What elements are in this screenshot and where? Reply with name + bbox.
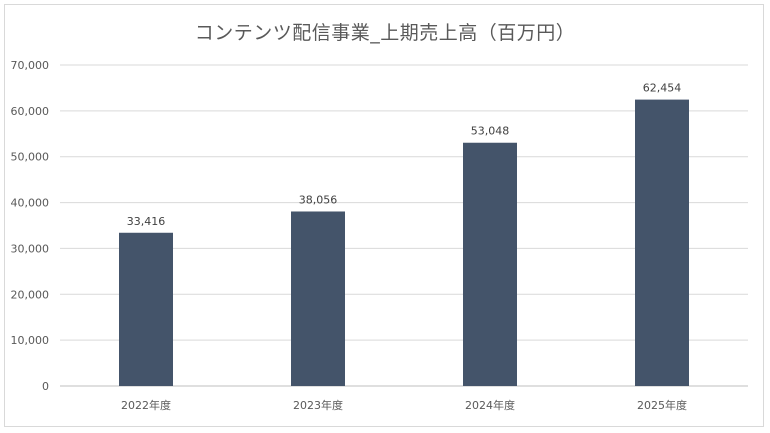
y-tick-label: 70,000	[11, 59, 50, 72]
data-label: 33,416	[127, 215, 166, 228]
bar	[291, 211, 345, 386]
y-tick-label: 10,000	[11, 334, 50, 347]
bar	[119, 232, 173, 386]
y-tick-label: 20,000	[11, 288, 50, 301]
y-tick-label: 30,000	[11, 242, 50, 255]
x-tick-label: 2022年度	[121, 398, 171, 412]
y-tick-label: 0	[42, 380, 49, 393]
data-label: 53,048	[471, 125, 510, 138]
x-tick-label: 2023年度	[293, 398, 343, 412]
bar	[463, 142, 517, 386]
x-tick-label: 2025年度	[637, 398, 687, 412]
y-tick-label: 60,000	[11, 105, 50, 118]
x-tick-label: 2024年度	[465, 398, 515, 412]
bar	[635, 99, 689, 387]
data-label: 38,056	[299, 193, 338, 206]
data-label: 62,454	[643, 82, 682, 95]
chart-title: コンテンツ配信事業_上期売上高（百万円）	[194, 22, 576, 44]
y-tick-label: 40,000	[11, 197, 50, 210]
y-tick-label: 50,000	[11, 151, 50, 164]
